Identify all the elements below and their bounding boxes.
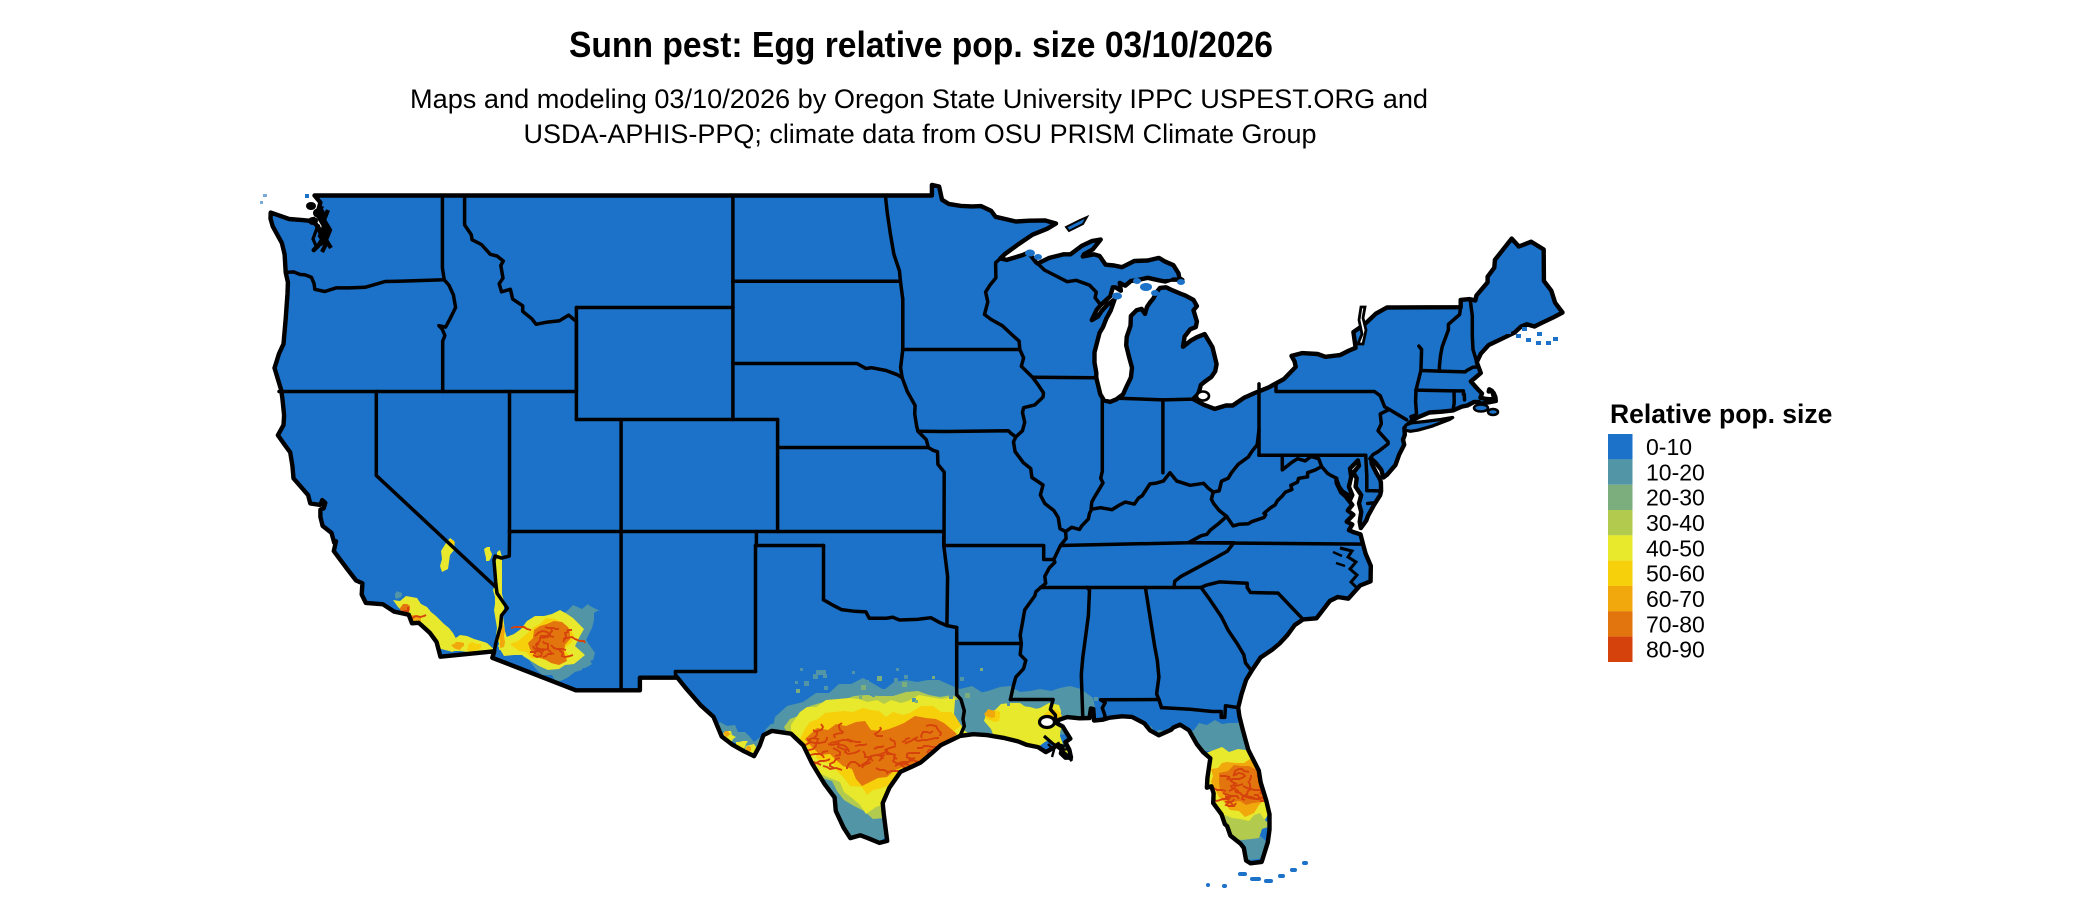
svg-text:10-20: 10-20	[1646, 459, 1705, 485]
svg-text:40-50: 40-50	[1646, 535, 1705, 561]
svg-text:USDA-APHIS-PPQ; climate data f: USDA-APHIS-PPQ; climate data from OSU PR…	[524, 118, 1317, 149]
svg-text:Maps and modeling 03/10/2026 b: Maps and modeling 03/10/2026 by Oregon S…	[410, 83, 1428, 114]
svg-text:0-10: 0-10	[1646, 434, 1692, 460]
svg-text:60-70: 60-70	[1646, 586, 1705, 612]
svg-text:20-30: 20-30	[1646, 485, 1705, 511]
svg-text:Sunn pest: Egg relative pop. s: Sunn pest: Egg relative pop. size 03/10/…	[569, 25, 1273, 65]
svg-text:70-80: 70-80	[1646, 611, 1705, 637]
svg-text:30-40: 30-40	[1646, 510, 1705, 536]
svg-text:50-60: 50-60	[1646, 561, 1705, 587]
svg-text:80-90: 80-90	[1646, 637, 1705, 663]
svg-text:Relative pop. size: Relative pop. size	[1610, 399, 1832, 429]
